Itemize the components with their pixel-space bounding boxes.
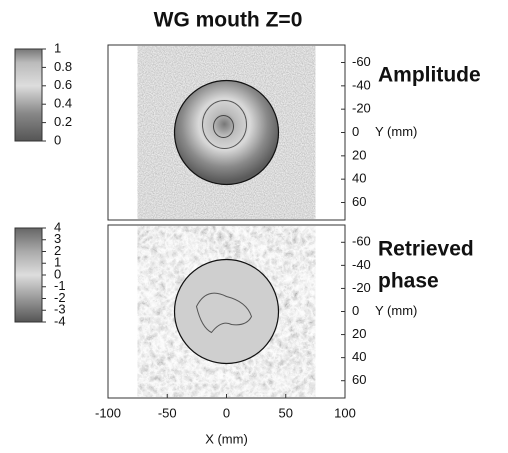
panel-label: Retrieved xyxy=(378,238,474,261)
colorbar-tick-label: 2 xyxy=(54,243,61,258)
y-tick-label: -60 xyxy=(352,54,371,69)
colorbar-tick-label: 0.6 xyxy=(54,77,72,92)
contour xyxy=(195,292,253,334)
y-tick-label: 60 xyxy=(352,194,366,209)
y-tick-label: 20 xyxy=(352,147,366,162)
y-tick-label: 40 xyxy=(352,349,366,364)
y-tick-label: -20 xyxy=(352,101,371,116)
y-tick-label: 60 xyxy=(352,372,366,387)
x-tick-label: 100 xyxy=(334,405,356,420)
colorbar-tick-label: 0.4 xyxy=(54,96,72,111)
x-axis-label: X (mm) xyxy=(205,431,248,446)
x-tick-label: -100 xyxy=(95,405,121,420)
x-tick-label: 50 xyxy=(279,405,293,420)
y-tick-label: 0 xyxy=(352,303,359,318)
colorbar xyxy=(14,48,43,142)
colorbar-tick-label: 0.8 xyxy=(54,59,72,74)
y-tick-label: 0 xyxy=(352,124,359,139)
colorbar-tick-label: -3 xyxy=(54,302,66,317)
panel-label: Amplitude xyxy=(378,64,481,87)
y-tick-label: -60 xyxy=(352,234,371,249)
chart-title: WG mouth Z=0 xyxy=(154,9,303,32)
colorbar-tick-label: 0 xyxy=(54,266,61,281)
aperture xyxy=(173,258,280,365)
colorbar-tick-label: 1 xyxy=(54,40,61,55)
colorbar-tick-label: 0.2 xyxy=(54,114,72,129)
contour xyxy=(202,100,247,149)
y-axis-label: Y (mm) xyxy=(375,124,417,139)
panel-label: phase xyxy=(378,270,439,293)
y-tick-label: -40 xyxy=(352,77,371,92)
y-tick-label: -20 xyxy=(352,280,371,295)
colorbar-tick-label: 4 xyxy=(54,219,61,234)
y-tick-label: -40 xyxy=(352,257,371,272)
y-tick-label: 40 xyxy=(352,171,366,186)
colorbar-tick-label: 3 xyxy=(54,231,61,246)
contour xyxy=(213,115,234,138)
y-axis-label: Y (mm) xyxy=(375,303,417,318)
colorbar-tick-label: 1 xyxy=(54,255,61,270)
aperture xyxy=(173,79,280,186)
colorbar-tick-label: 0 xyxy=(54,132,61,147)
colorbar-tick-label: -4 xyxy=(54,313,66,328)
y-tick-label: 20 xyxy=(352,326,366,341)
colorbar-tick-label: -1 xyxy=(54,278,66,293)
x-tick-label: -50 xyxy=(158,405,177,420)
colorbar xyxy=(14,227,43,323)
x-tick-label: 0 xyxy=(223,405,230,420)
colorbar-tick-label: -2 xyxy=(54,290,66,305)
